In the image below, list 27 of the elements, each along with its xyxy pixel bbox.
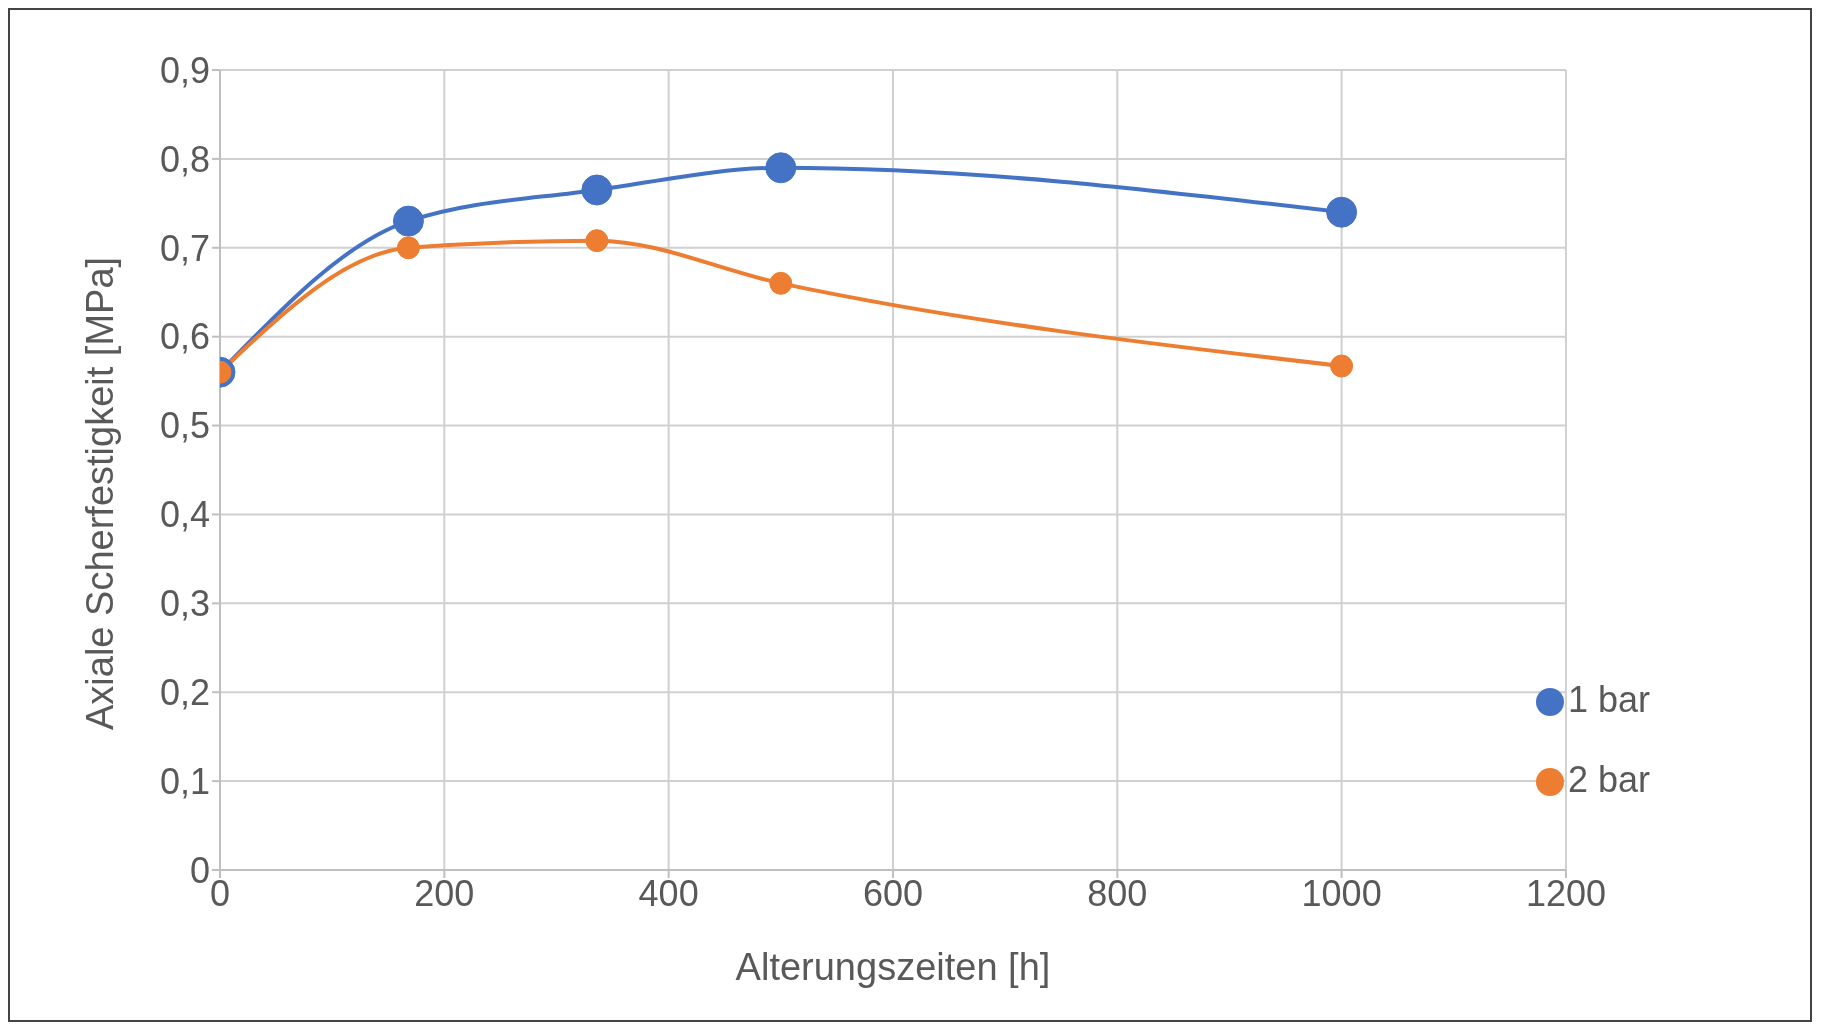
y-tick-label: 0,6 [159, 316, 210, 358]
point [765, 152, 797, 184]
point [769, 271, 793, 295]
y-tick-label: 0,4 [159, 494, 210, 536]
x-tick-label: 1200 [1525, 872, 1606, 914]
point [1330, 354, 1354, 378]
legend-label: 2 bar [1567, 759, 1650, 800]
point [396, 236, 420, 260]
y-tick-label: 0,5 [159, 405, 210, 447]
y-axis-title: Axiale Scherfestigkeit [MPa] [79, 256, 122, 730]
x-tick-label: 800 [1087, 872, 1148, 914]
x-tick-label: 200 [414, 872, 475, 914]
point [581, 174, 613, 206]
x-tick-label: 600 [862, 872, 924, 914]
y-tick-label: 0,1 [159, 760, 210, 802]
y-tick-label: 0,7 [159, 227, 210, 269]
y-tick-label: 0,9 [159, 49, 210, 91]
point [1326, 196, 1358, 228]
x-axis-title: Alterungszeiten [h] [735, 946, 1051, 988]
x-tick-label: 400 [638, 872, 699, 914]
legend-label: 1 bar [1567, 679, 1650, 720]
y-tick-label: 0,8 [159, 138, 210, 180]
y-tick-label: 0,3 [159, 583, 210, 625]
point [585, 229, 609, 253]
x-tick-label: 1000 [1301, 872, 1382, 914]
y-tick-label: 0,2 [159, 672, 210, 713]
point [392, 205, 424, 237]
